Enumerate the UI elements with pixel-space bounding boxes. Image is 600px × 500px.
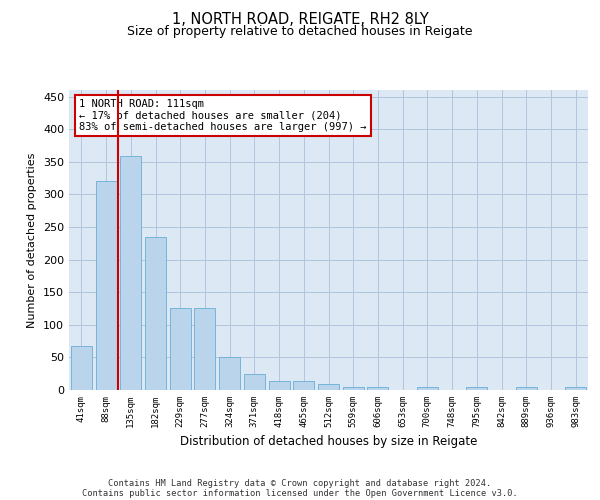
Bar [145,238,166,390]
Text: Contains public sector information licensed under the Open Government Licence v3: Contains public sector information licen… [82,488,518,498]
Bar [120,156,141,390]
Text: 1 NORTH ROAD: 111sqm
← 17% of detached houses are smaller (204)
83% of semi-deta: 1 NORTH ROAD: 111sqm ← 17% of detached h… [79,99,367,132]
Bar [170,308,191,390]
X-axis label: Distribution of detached houses by size in Reigate: Distribution of detached houses by size … [180,436,477,448]
Bar [318,384,339,390]
Bar [565,388,586,390]
Text: 1, NORTH ROAD, REIGATE, RH2 8LY: 1, NORTH ROAD, REIGATE, RH2 8LY [172,12,428,28]
Bar [343,386,364,390]
Bar [194,308,215,390]
Bar [516,388,537,390]
Bar [244,374,265,390]
Bar [293,381,314,390]
Bar [417,388,438,390]
Bar [219,358,240,390]
Bar [71,346,92,390]
Y-axis label: Number of detached properties: Number of detached properties [28,152,37,328]
Bar [269,381,290,390]
Bar [95,180,116,390]
Text: Size of property relative to detached houses in Reigate: Size of property relative to detached ho… [127,25,473,38]
Bar [367,388,388,390]
Text: Contains HM Land Registry data © Crown copyright and database right 2024.: Contains HM Land Registry data © Crown c… [109,478,491,488]
Bar [466,388,487,390]
